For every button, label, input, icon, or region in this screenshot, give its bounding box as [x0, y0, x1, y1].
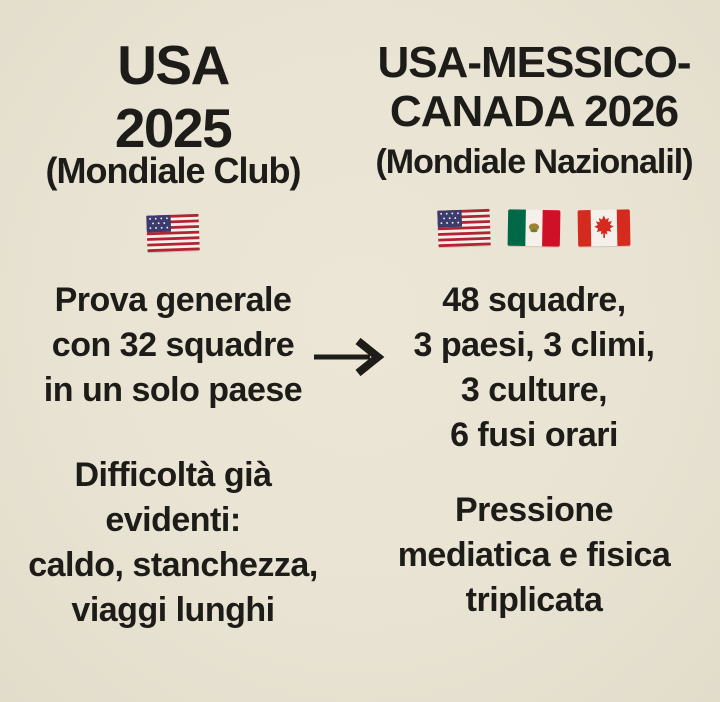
mexico-flag-icon: [507, 209, 561, 247]
left-point-2: Difficoltà già evidenti: caldo, stanchez…: [28, 456, 318, 629]
right-subtitle: (Mondiale Nazionalil): [375, 143, 693, 181]
left-title: USA 2025: [114, 34, 233, 159]
us-flag-icon: [146, 213, 200, 253]
us-flag-icon: [437, 208, 491, 248]
right-title: USA-MESSICO- CANADA 2026: [377, 38, 691, 136]
left-point-1: Prova generale con 32 squadre in un solo…: [43, 281, 303, 409]
right-arrow-icon: [310, 334, 392, 380]
left-flag-row: [0, 212, 346, 254]
right-flag-row: [348, 207, 720, 249]
canada-flag-icon: [577, 209, 631, 247]
right-point-1: 48 squadre, 3 paesi, 3 climi, 3 culture,…: [413, 281, 655, 454]
left-subtitle: (Mondiale Club): [45, 150, 302, 191]
right-point-2: Pressione mediatica e fisica triplicata: [397, 491, 671, 619]
